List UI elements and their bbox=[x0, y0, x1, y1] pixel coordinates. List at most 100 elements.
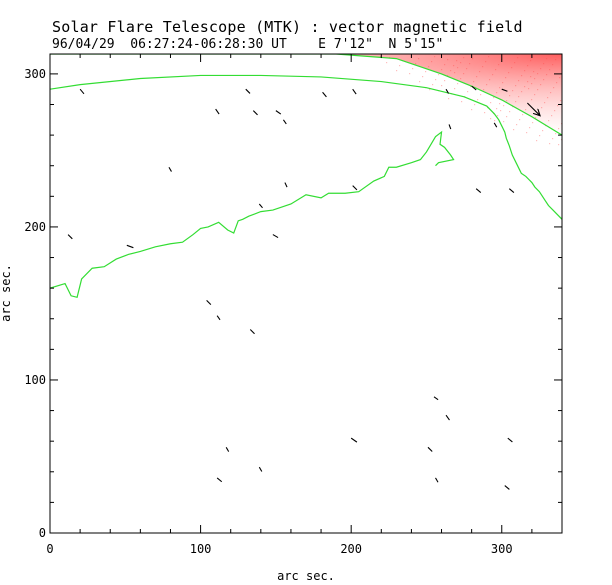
field-speckle bbox=[429, 89, 431, 91]
field-speckle bbox=[534, 78, 536, 80]
field-speckle bbox=[552, 64, 554, 66]
y-tick-label: 300 bbox=[24, 67, 46, 81]
field-speckle bbox=[521, 75, 523, 77]
field-speckle bbox=[489, 79, 491, 81]
field-speckle bbox=[483, 89, 485, 91]
field-speckle bbox=[479, 71, 481, 73]
field-speckle bbox=[553, 87, 555, 89]
field-speckle bbox=[500, 110, 502, 112]
field-speckle bbox=[496, 108, 498, 110]
field-speckle bbox=[548, 120, 550, 122]
field-speckle bbox=[482, 66, 484, 68]
magnetic-field-vector bbox=[225, 447, 230, 452]
field-speckle bbox=[555, 59, 557, 61]
field-speckle bbox=[461, 101, 463, 103]
field-speckle bbox=[550, 92, 552, 94]
magnetic-field-vector bbox=[435, 477, 439, 483]
field-speckle bbox=[542, 130, 544, 132]
magnetic-field-vector bbox=[215, 108, 220, 115]
field-speckle bbox=[469, 63, 471, 65]
magnetic-field-vector bbox=[258, 466, 263, 472]
field-speckle bbox=[526, 132, 528, 134]
y-axis-label: arc sec. bbox=[0, 264, 13, 322]
field-speckle bbox=[515, 85, 517, 87]
magnetic-field-vector bbox=[322, 91, 327, 98]
field-speckle bbox=[505, 77, 507, 79]
magnetic-field-vector bbox=[501, 88, 508, 92]
field-speckle bbox=[540, 84, 542, 86]
field-speckle bbox=[444, 64, 446, 66]
magnetic-field-vector bbox=[350, 437, 358, 443]
field-speckle bbox=[531, 99, 533, 101]
magnetic-field-vector bbox=[282, 119, 287, 125]
field-speckle bbox=[441, 85, 443, 87]
field-speckle bbox=[415, 63, 417, 65]
field-speckle bbox=[409, 73, 411, 75]
field-speckle bbox=[533, 71, 535, 73]
field-speckle bbox=[528, 88, 530, 90]
field-speckle bbox=[460, 62, 462, 64]
field-speckle bbox=[522, 114, 524, 116]
field-speckle bbox=[497, 115, 499, 117]
field-speckle bbox=[498, 64, 500, 66]
field-speckle bbox=[457, 83, 459, 85]
x-tick-label: 100 bbox=[190, 542, 212, 556]
field-speckle bbox=[444, 80, 446, 82]
field-speckle bbox=[380, 56, 382, 58]
field-speckle bbox=[513, 129, 515, 131]
field-speckle bbox=[434, 56, 436, 58]
field-speckle bbox=[547, 97, 549, 99]
magnetic-field-vector bbox=[245, 88, 251, 94]
field-speckle bbox=[450, 70, 452, 72]
magnetic-field-vector bbox=[448, 124, 452, 130]
field-speckle bbox=[477, 99, 479, 101]
field-speckle bbox=[555, 133, 557, 135]
field-speckle bbox=[524, 70, 526, 72]
magnetic-field-vector bbox=[507, 437, 513, 443]
field-speckle bbox=[386, 62, 388, 64]
field-speckle bbox=[560, 100, 562, 102]
field-speckle bbox=[499, 87, 501, 89]
field-speckle bbox=[549, 69, 551, 71]
y-tick-label: 200 bbox=[24, 220, 46, 234]
field-speckle bbox=[476, 76, 478, 78]
field-speckle bbox=[511, 67, 513, 69]
field-speckle bbox=[546, 58, 548, 60]
field-speckle bbox=[543, 79, 545, 81]
y-tick-label: 0 bbox=[39, 526, 46, 540]
field-speckle bbox=[525, 109, 527, 111]
plage-contour bbox=[50, 130, 455, 299]
magnetic-field-vector bbox=[352, 88, 357, 95]
field-speckle bbox=[539, 135, 541, 137]
field-speckle bbox=[512, 90, 514, 92]
field-speckle bbox=[466, 68, 468, 70]
field-speckle bbox=[557, 105, 559, 107]
field-speckle bbox=[534, 94, 536, 96]
field-speckle bbox=[506, 116, 508, 118]
field-speckle bbox=[463, 73, 465, 75]
x-tick-label: 0 bbox=[46, 542, 53, 556]
field-speckle bbox=[530, 76, 532, 78]
field-speckle bbox=[412, 68, 414, 70]
field-speckle bbox=[485, 61, 487, 63]
magnetic-field-vector bbox=[508, 188, 515, 193]
magnetic-field-vector bbox=[526, 102, 540, 116]
field-speckle bbox=[499, 103, 501, 105]
field-speckle bbox=[490, 102, 492, 104]
limb-contour-line bbox=[50, 54, 562, 136]
magnetic-field-vector bbox=[168, 166, 172, 172]
field-speckle bbox=[493, 97, 495, 99]
field-speckle bbox=[467, 91, 469, 93]
field-speckle bbox=[541, 107, 543, 109]
field-speckle bbox=[484, 112, 486, 114]
field-speckle bbox=[418, 58, 420, 60]
field-speckle bbox=[457, 67, 459, 69]
x-axis-label: arc sec. bbox=[277, 569, 335, 583]
field-speckle bbox=[432, 84, 434, 86]
field-speckle bbox=[506, 100, 508, 102]
field-speckle bbox=[492, 74, 494, 76]
magnetic-field-vector bbox=[67, 234, 73, 240]
neutral-line-contour bbox=[50, 74, 562, 221]
field-speckle bbox=[517, 57, 519, 59]
field-speckle bbox=[454, 72, 456, 74]
